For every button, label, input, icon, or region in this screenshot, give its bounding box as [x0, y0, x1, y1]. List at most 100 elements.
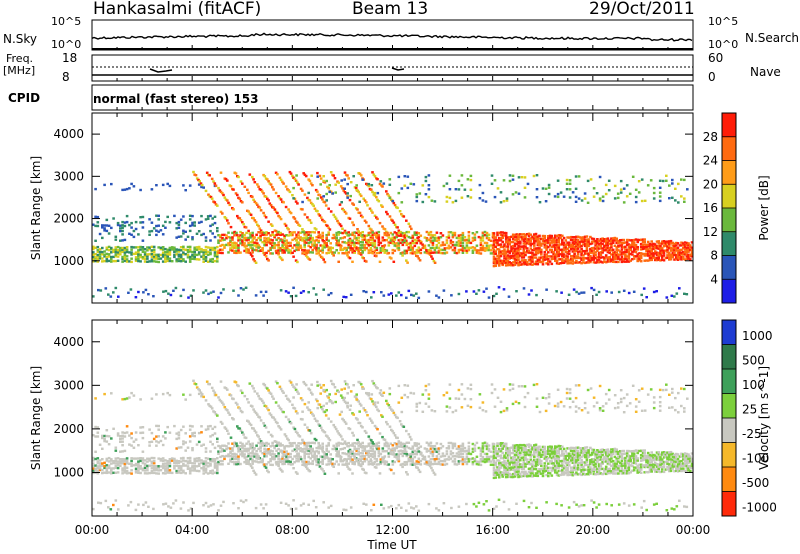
echo-cell — [443, 463, 447, 466]
echo-cell — [492, 442, 496, 446]
echo-cell — [683, 200, 686, 203]
echo-cell — [580, 238, 583, 241]
echo-cell — [383, 231, 387, 235]
echo-cell — [235, 457, 238, 461]
echo-cell — [197, 230, 201, 233]
echo-cell — [496, 444, 499, 448]
echo-cell — [152, 464, 156, 468]
echo-cell — [105, 469, 109, 472]
echo-cell — [287, 228, 290, 231]
echo-cell — [513, 249, 517, 253]
echo-cell — [269, 413, 273, 417]
echo-cell — [317, 236, 320, 239]
echo-cell — [413, 233, 417, 236]
echo-cell — [204, 252, 208, 256]
echo-cell — [361, 241, 364, 244]
echo-cell — [622, 201, 626, 204]
echo-cell — [92, 469, 95, 472]
echo-cell — [177, 437, 181, 440]
echo-cell — [204, 250, 208, 253]
echo-cell — [333, 386, 337, 389]
echo-cell — [289, 422, 293, 425]
echo-cell — [289, 249, 292, 252]
echo-cell — [179, 468, 183, 472]
echo-cell — [596, 259, 599, 262]
echo-cell — [92, 456, 95, 460]
echo-cell — [148, 459, 151, 462]
echo-cell — [524, 251, 527, 254]
echo-cell — [418, 470, 422, 474]
echo-cell — [545, 239, 548, 242]
echo-cell — [529, 255, 533, 259]
echo-cell — [141, 426, 145, 429]
echo-cell — [627, 255, 631, 258]
echo-cell — [204, 464, 208, 467]
echo-cell — [501, 457, 504, 460]
echo-cell — [161, 255, 165, 258]
echo-cell — [96, 426, 100, 429]
echo-cell — [405, 251, 409, 255]
echo-cell — [305, 251, 308, 255]
echo-cell — [223, 444, 226, 447]
echo-cell — [367, 241, 371, 244]
echo-cell — [188, 229, 192, 233]
echo-cell — [659, 252, 662, 255]
echo-cell — [485, 246, 489, 250]
echo-cell — [123, 251, 127, 254]
echo-cell — [261, 399, 264, 403]
echo-cell — [285, 457, 288, 461]
echo-cell — [439, 232, 443, 235]
echo-cell — [175, 236, 178, 239]
echo-cell — [277, 447, 280, 451]
echo-cell — [188, 393, 192, 397]
echo-cell — [378, 182, 382, 186]
echo-cell — [534, 260, 538, 263]
echo-cell — [519, 242, 522, 245]
echo-cell — [511, 233, 515, 236]
echo-cell — [206, 457, 210, 460]
echo-cell — [638, 252, 641, 255]
echo-cell — [393, 238, 397, 241]
echo-cell — [587, 261, 590, 264]
echo-cell — [575, 256, 578, 259]
echo-cell — [130, 462, 133, 465]
echo-cell — [492, 236, 496, 240]
echo-cell — [255, 455, 258, 458]
echo-cell — [213, 253, 217, 256]
echo-cell — [329, 248, 332, 252]
echo-cell — [437, 447, 441, 450]
echo-cell — [582, 291, 586, 294]
echo-cell — [487, 455, 491, 459]
echo-cell — [221, 237, 224, 240]
echo-cell — [235, 442, 238, 445]
echo-cell — [303, 241, 306, 244]
echo-cell — [503, 261, 506, 265]
echo-cell — [249, 213, 253, 216]
echo-cell — [267, 430, 270, 434]
echo-cell — [372, 173, 376, 176]
echo-cell — [503, 454, 506, 457]
echo-cell — [166, 182, 169, 186]
echo-cell — [242, 433, 245, 436]
echo-cell — [632, 254, 636, 258]
echo-cell — [457, 447, 461, 450]
echo-cell — [191, 253, 194, 257]
echo-cell — [329, 210, 333, 213]
echo-cell — [587, 254, 590, 257]
echo-cell — [680, 256, 683, 259]
echo-cell — [278, 385, 282, 388]
echo-cell — [473, 248, 477, 252]
echo-cell — [191, 434, 194, 437]
echo-cell — [249, 455, 252, 458]
echo-cell — [502, 200, 506, 203]
echo-cell — [197, 392, 201, 396]
echo-cell — [239, 389, 243, 392]
echo-cell — [485, 447, 489, 451]
echo-cell — [236, 444, 239, 448]
echo-cell — [405, 259, 408, 262]
echo-cell — [256, 183, 259, 186]
echo-cell — [114, 446, 118, 449]
echo-cell — [538, 234, 541, 237]
echo-cell — [107, 248, 111, 252]
echo-cell — [231, 244, 234, 247]
